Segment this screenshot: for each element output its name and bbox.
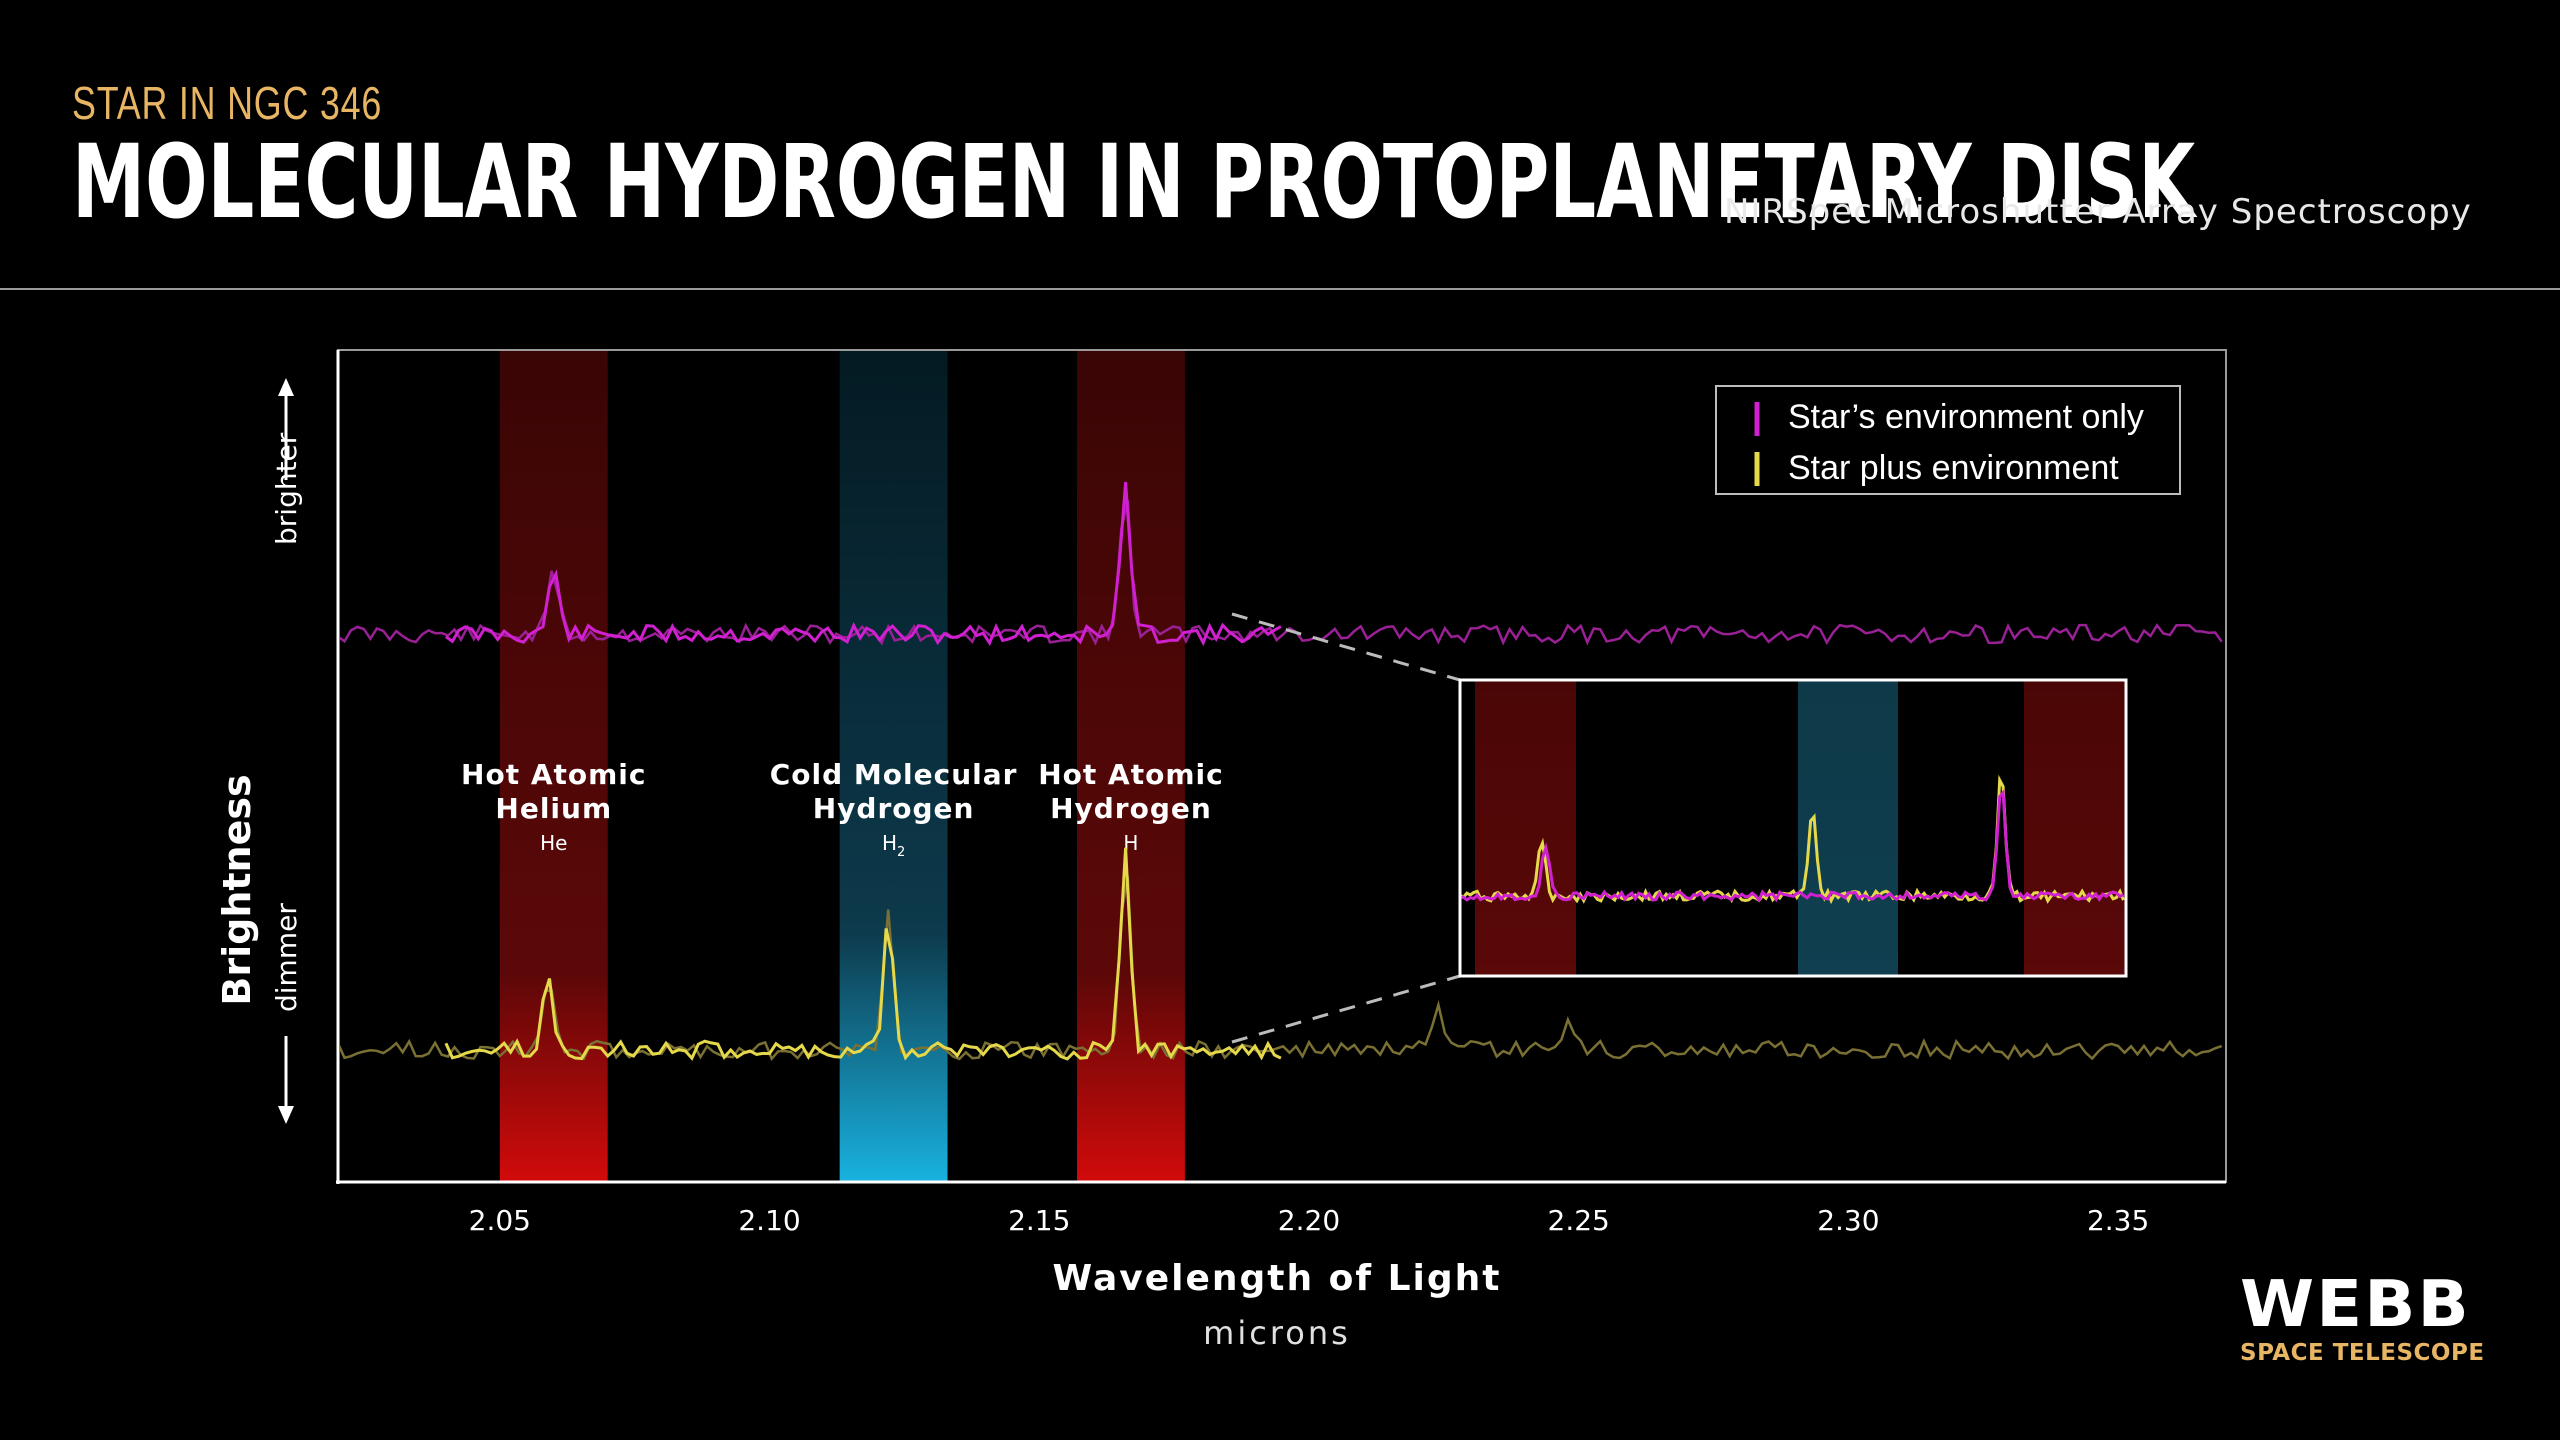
y-axis-label: Brightness <box>215 774 259 1005</box>
x-tick-label-2: 2.15 <box>1008 1204 1070 1237</box>
series-lines <box>340 481 2223 1062</box>
band-label-1-line-0: Cold Molecular <box>770 758 1018 791</box>
kicker-label: STAR IN NGC 346 <box>72 77 383 129</box>
x-axis-unit: microns <box>1203 1314 1351 1352</box>
connector-top <box>1231 612 1461 682</box>
webb-logo-subtitle: SPACE TELESCOPE <box>2240 1340 2485 1366</box>
legend: Star’s environment only Star plus enviro… <box>1715 385 2181 495</box>
header-divider <box>0 288 2560 290</box>
page-title: MOLECULAR HYDROGEN IN PROTOPLANETARY DIS… <box>72 123 2196 242</box>
band-symbol-0: He <box>540 831 567 855</box>
band-label-0-line-0: Hot Atomic <box>461 758 646 791</box>
dimmer-arrowhead <box>278 1106 294 1124</box>
webb-logo: WEBB <box>2240 1268 2471 1342</box>
inset-band-2 <box>2024 680 2126 976</box>
x-tick-label-5: 2.30 <box>1817 1204 1879 1237</box>
legend-label-environment: Star’s environment only <box>1788 398 2144 436</box>
inset-panel <box>1458 678 2128 978</box>
x-tick-label-6: 2.35 <box>2087 1204 2149 1237</box>
x-tick-labels: 2.05 2.10 2.15 2.20 2.25 2.30 2.35 <box>469 1204 2150 1237</box>
legend-label-star-plus: Star plus environment <box>1788 449 2119 487</box>
connector-bottom <box>1231 974 1461 1044</box>
x-axis-label: Wavelength of Light <box>1053 1258 1502 1299</box>
x-tick-label-0: 2.05 <box>469 1204 531 1237</box>
brighter-arrowhead <box>278 378 294 396</box>
band-label-2-line-1: Hydrogen <box>1050 792 1212 825</box>
band-label-2-line-0: Hot Atomic <box>1038 758 1223 791</box>
dimmer-label: dimmer <box>270 903 303 1012</box>
series-environment-dim-line <box>340 499 2223 646</box>
x-tick-label-3: 2.20 <box>1278 1204 1340 1237</box>
inset-band-1 <box>1798 680 1898 976</box>
band-1 <box>839 350 948 1182</box>
inset-band-0 <box>1475 680 1576 976</box>
inset-frame <box>1458 678 2128 978</box>
legend-box <box>1715 385 2181 495</box>
band-label-0-line-1: Helium <box>495 792 612 825</box>
band-symbol-2: H <box>1123 831 1138 855</box>
x-tick-label-1: 2.10 <box>738 1204 800 1237</box>
y-axis-annotation: brighter Brightness dimmer <box>215 378 303 1124</box>
inset-environment-line <box>1459 788 2125 903</box>
brighter-label: brighter <box>270 432 303 545</box>
instrument-subtitle: NIRSpec Microshutter Array Spectroscopy <box>1724 192 2472 232</box>
band-symbol-subscript-1: 2 <box>897 845 905 860</box>
band-label-1-line-1: Hydrogen <box>813 792 975 825</box>
series-star-plus-line <box>444 847 1282 1061</box>
x-tick-label-4: 2.25 <box>1548 1204 1610 1237</box>
inset-connectors <box>1231 612 1461 1044</box>
series-environment-line <box>445 481 1282 647</box>
